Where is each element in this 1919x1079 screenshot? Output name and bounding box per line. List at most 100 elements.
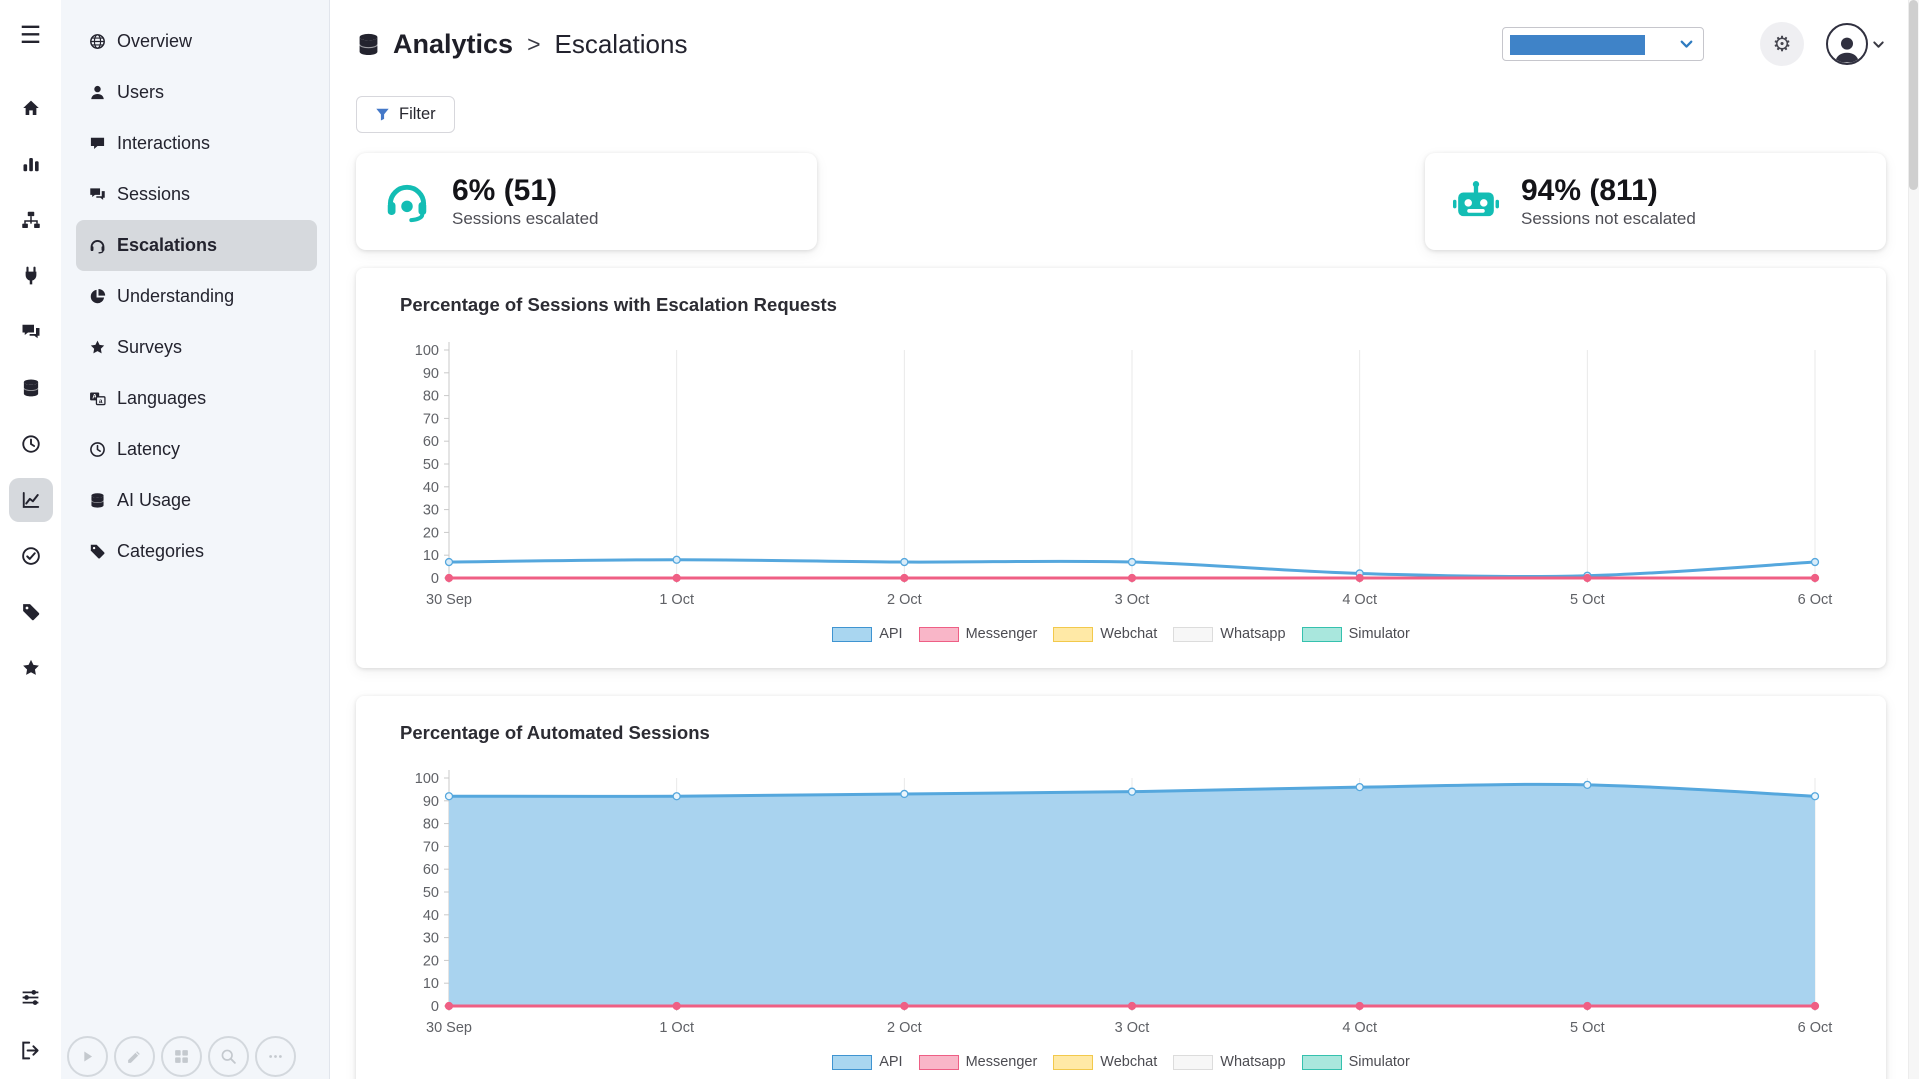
- svg-text:50: 50: [423, 457, 439, 473]
- scrollbar-thumb[interactable]: [1909, 0, 1918, 190]
- rail-item-data[interactable]: [9, 366, 53, 410]
- top-bar-actions: ⚙: [1502, 22, 1886, 66]
- svg-text:3 Oct: 3 Oct: [1115, 1020, 1150, 1036]
- legend-item-whatsapp[interactable]: Whatsapp: [1173, 626, 1286, 642]
- sidebar-footer-toolbar: [67, 1036, 296, 1077]
- chevron-down-icon: [1873, 40, 1884, 48]
- star-icon: [90, 340, 105, 354]
- rail-item-analytics[interactable]: [8, 478, 53, 522]
- legend-item-webchat[interactable]: Webchat: [1053, 626, 1157, 642]
- sidebar-item-latency[interactable]: Latency: [76, 424, 317, 475]
- chevron-down-icon[interactable]: [1871, 37, 1886, 52]
- chart-legend: API Messenger Webchat Whatsapp Simulator: [356, 626, 1886, 642]
- sidebar-item-label: Escalations: [117, 235, 218, 255]
- svg-text:30 Sep: 30 Sep: [426, 592, 472, 608]
- sidebar-item-surveys[interactable]: Surveys: [76, 322, 317, 373]
- svg-text:60: 60: [423, 862, 439, 878]
- globe-icon: [90, 34, 105, 49]
- clock-icon: [21, 435, 40, 453]
- svg-text:30: 30: [423, 931, 439, 947]
- page-scrollbar[interactable]: [1908, 0, 1919, 1079]
- rail-item-tasks[interactable]: [9, 534, 53, 578]
- legend-label: API: [879, 1054, 903, 1070]
- comments-icon: [22, 324, 39, 339]
- rail-item-favorites[interactable]: [9, 646, 53, 690]
- page-title: Escalations: [554, 28, 688, 59]
- svg-text:2 Oct: 2 Oct: [887, 592, 922, 608]
- headset-icon: [384, 179, 430, 225]
- rail-item-preferences[interactable]: [9, 975, 53, 1019]
- sidebar-item-interactions[interactable]: Interactions: [76, 118, 317, 169]
- rail-item-flows[interactable]: [9, 198, 53, 242]
- rail-item-metrics[interactable]: [9, 142, 53, 186]
- footer-button-zoom[interactable]: [208, 1036, 249, 1077]
- legend-swatch: [1053, 626, 1094, 642]
- legend-item-messenger[interactable]: Messenger: [918, 1054, 1038, 1070]
- rail-item-history[interactable]: [9, 422, 53, 466]
- chevron-down-icon: [1680, 40, 1693, 48]
- footer-button-edit[interactable]: [114, 1036, 155, 1077]
- legend-label: Simulator: [1348, 1054, 1410, 1070]
- play-icon: [84, 1051, 93, 1062]
- footer-button-grid[interactable]: [161, 1036, 202, 1077]
- svg-text:5 Oct: 5 Oct: [1570, 1020, 1605, 1036]
- svg-text:70: 70: [423, 411, 439, 427]
- svg-text:4 Oct: 4 Oct: [1342, 1020, 1377, 1036]
- filter-button[interactable]: Filter: [356, 96, 455, 133]
- sidebar-item-overview[interactable]: Overview: [76, 16, 317, 67]
- sidebar-item-categories[interactable]: Categories: [76, 526, 317, 577]
- sidebar-item-ai-usage[interactable]: AI Usage: [76, 475, 317, 526]
- legend-item-messenger[interactable]: Messenger: [918, 626, 1037, 642]
- legend-swatch: [1173, 1054, 1214, 1070]
- legend-item-simulator[interactable]: Simulator: [1301, 626, 1410, 642]
- stats-row: 6% (51) Sessions escalated 94% (811) Ses…: [356, 153, 1886, 250]
- rail-item-tags[interactable]: [9, 590, 53, 634]
- svg-text:A: A: [92, 394, 97, 401]
- avatar[interactable]: [1826, 23, 1868, 65]
- stat-text: 6% (51) Sessions escalated: [452, 174, 598, 230]
- user-icon: [1835, 37, 1859, 63]
- legend-item-webchat[interactable]: Webchat: [1053, 1054, 1157, 1070]
- settings-button[interactable]: ⚙: [1760, 22, 1804, 66]
- legend-item-api[interactable]: API: [832, 626, 903, 642]
- tag-icon: [90, 544, 105, 559]
- svg-text:a: a: [99, 398, 103, 405]
- sidebar-item-sessions[interactable]: Sessions: [76, 169, 317, 220]
- sidebar-item-escalations[interactable]: Escalations: [76, 220, 317, 271]
- rail-item-conversations[interactable]: [9, 310, 53, 354]
- sidebar-item-label: Surveys: [117, 337, 183, 357]
- top-bar: Analytics > Escalations ⚙: [356, 22, 1886, 66]
- home-icon: [22, 100, 39, 115]
- legend-item-whatsapp[interactable]: Whatsapp: [1173, 1054, 1286, 1070]
- comment-icon: [90, 137, 105, 150]
- legend-item-api[interactable]: API: [832, 1054, 903, 1070]
- line-chart-icon: [22, 491, 39, 508]
- user-menu: [1826, 23, 1886, 65]
- rail-item-logout[interactable]: [9, 1028, 53, 1072]
- footer-button-more[interactable]: [255, 1036, 296, 1077]
- sidebar-item-understanding[interactable]: Understanding: [76, 271, 317, 322]
- legend-swatch: [832, 626, 873, 642]
- svg-text:80: 80: [423, 389, 439, 405]
- svg-text:1 Oct: 1 Oct: [659, 1020, 694, 1036]
- sidebar-item-label: Sessions: [117, 184, 191, 204]
- sidebar-item-users[interactable]: Users: [76, 67, 317, 118]
- sitemap-icon: [21, 211, 40, 228]
- star-icon: [22, 659, 39, 675]
- pencil-icon: [128, 1051, 140, 1063]
- escalation-requests-chart: 0 10 20 30 40 50 60 70 80 90 100 30 Sep 1 Oct 2 Oct 3 …: [415, 342, 1832, 608]
- footer-button-play[interactable]: [67, 1036, 108, 1077]
- legend-label: Messenger: [965, 1054, 1038, 1070]
- rail-item-integrations[interactable]: [9, 254, 53, 298]
- dropdown-select[interactable]: [1502, 27, 1704, 61]
- menu-toggle-button[interactable]: ☰: [9, 14, 53, 58]
- breadcrumb-section[interactable]: Analytics: [393, 28, 514, 59]
- clock-icon: [90, 442, 105, 457]
- legend-item-simulator[interactable]: Simulator: [1301, 1054, 1410, 1070]
- database-icon: [91, 493, 104, 508]
- rail-item-home[interactable]: [9, 86, 53, 130]
- svg-text:50: 50: [423, 885, 439, 901]
- database-icon: [359, 33, 378, 55]
- sidebar-item-label: Categories: [117, 541, 205, 561]
